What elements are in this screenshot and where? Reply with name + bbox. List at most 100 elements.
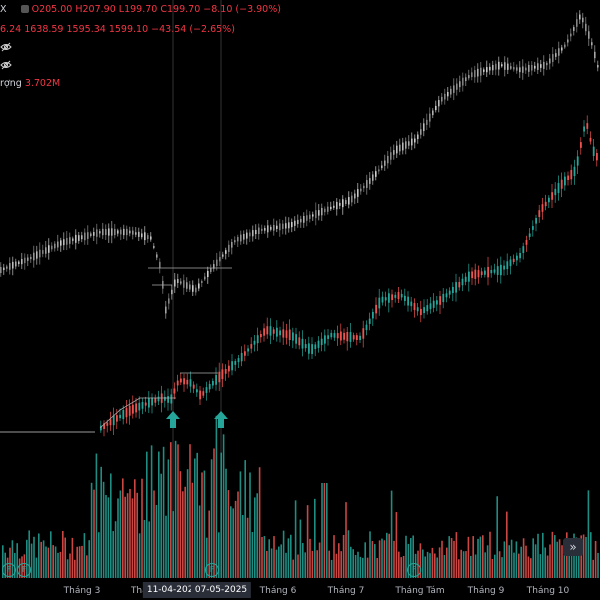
crosshair-date-badge: 11-04-2025 bbox=[142, 582, 204, 598]
compare-candle bbox=[228, 244, 230, 252]
compare-candle bbox=[555, 53, 557, 57]
price-candle bbox=[500, 264, 502, 276]
price-candle bbox=[480, 271, 483, 276]
volume-bar bbox=[28, 530, 30, 578]
compare-candle bbox=[360, 188, 362, 192]
compare-candle bbox=[186, 282, 188, 289]
price-candle bbox=[170, 394, 173, 404]
volume-bar bbox=[340, 551, 342, 578]
time-tick: Tháng 9 bbox=[467, 586, 505, 596]
price-candle bbox=[522, 246, 525, 253]
time-tick: Tháng Tám bbox=[395, 586, 445, 596]
volume-bar bbox=[110, 473, 112, 578]
price-candle bbox=[372, 311, 374, 319]
compare-candle bbox=[120, 229, 122, 235]
volume-bar bbox=[52, 545, 54, 578]
compare-candle bbox=[405, 141, 407, 149]
price-candle bbox=[474, 269, 477, 279]
compare-change: −43.54 (−2.65%) bbox=[151, 24, 235, 35]
time-tick: Tháng 6 bbox=[259, 586, 297, 596]
compare-candle bbox=[330, 206, 332, 210]
price-candle bbox=[375, 304, 377, 314]
volume-bar bbox=[405, 535, 407, 578]
compare-candle bbox=[39, 249, 41, 258]
compare-candle bbox=[258, 227, 260, 235]
compare-candle bbox=[33, 252, 35, 261]
earnings-marker[interactable]: F bbox=[205, 563, 219, 577]
volume-bar bbox=[141, 478, 143, 578]
scroll-to-realtime-button[interactable]: » bbox=[563, 538, 583, 556]
volume-bar bbox=[160, 473, 162, 578]
compare-candle bbox=[123, 228, 125, 236]
volume-bar bbox=[179, 471, 182, 578]
volume-bar bbox=[388, 533, 390, 578]
compare-candle bbox=[465, 77, 467, 82]
price-candle bbox=[538, 210, 541, 218]
volume-bar bbox=[438, 547, 441, 578]
price-candle bbox=[557, 183, 560, 193]
price-candle bbox=[512, 258, 515, 263]
volume-bar bbox=[11, 540, 14, 578]
volume-bar bbox=[357, 551, 359, 578]
earnings-marker[interactable]: F bbox=[17, 563, 31, 577]
compare-candle bbox=[27, 257, 29, 261]
volume-bar bbox=[124, 496, 126, 578]
volume-bar bbox=[198, 505, 201, 578]
compare-candle bbox=[177, 279, 179, 283]
price-candle bbox=[266, 326, 269, 335]
compare-candle bbox=[60, 240, 62, 246]
compare-candle bbox=[504, 62, 506, 70]
volume-bar bbox=[33, 536, 35, 578]
compare-candle bbox=[204, 276, 206, 280]
compare-candle bbox=[597, 65, 599, 68]
price-candle bbox=[208, 383, 211, 390]
price-candle bbox=[576, 156, 579, 166]
volume-legend: rợng 3.702M bbox=[0, 78, 60, 90]
volume-bar bbox=[220, 452, 222, 578]
compare-candle bbox=[135, 232, 137, 235]
compare-candle bbox=[417, 134, 419, 140]
volume-bar bbox=[482, 535, 484, 578]
volume-bar bbox=[506, 511, 508, 578]
volume-bar bbox=[558, 539, 561, 578]
volume-bar bbox=[578, 552, 580, 578]
compare-candle bbox=[132, 230, 134, 235]
volume-bar bbox=[275, 549, 278, 578]
volume-bar bbox=[532, 538, 534, 578]
volume-bar bbox=[38, 533, 40, 578]
price-candle bbox=[580, 142, 582, 148]
compare-candle bbox=[351, 195, 353, 203]
price-candle bbox=[116, 415, 118, 422]
eye-off-icon[interactable] bbox=[0, 59, 12, 71]
earnings-marker[interactable]: F bbox=[407, 563, 421, 577]
arrow-up-icon bbox=[214, 411, 228, 428]
compare-candle bbox=[138, 231, 140, 237]
compare-candle bbox=[453, 85, 455, 93]
compare-candle bbox=[522, 66, 524, 73]
compare-candle bbox=[66, 237, 68, 245]
compare-candle bbox=[21, 259, 23, 265]
compare-candle bbox=[381, 165, 383, 169]
price-candle bbox=[167, 396, 169, 403]
compare-candle bbox=[105, 229, 107, 235]
volume-bar bbox=[568, 548, 570, 578]
low-value: L199.70 bbox=[118, 4, 158, 15]
volume-bar bbox=[443, 554, 446, 578]
volume-bar bbox=[297, 554, 299, 578]
volume-bar bbox=[194, 458, 196, 578]
price-candle bbox=[141, 401, 144, 409]
eye-off-icon[interactable] bbox=[0, 41, 12, 53]
compare-candle bbox=[297, 219, 299, 225]
earnings-marker[interactable]: F bbox=[2, 563, 16, 577]
volume-bar bbox=[278, 546, 280, 578]
compare-candle bbox=[456, 83, 458, 90]
compare-candle bbox=[279, 223, 281, 231]
compare-candle bbox=[72, 238, 74, 241]
volume-bar bbox=[71, 537, 74, 578]
volume-bar bbox=[434, 553, 436, 578]
volume-bar bbox=[42, 540, 45, 578]
price-candle bbox=[458, 281, 461, 288]
compare-candle bbox=[462, 77, 464, 86]
